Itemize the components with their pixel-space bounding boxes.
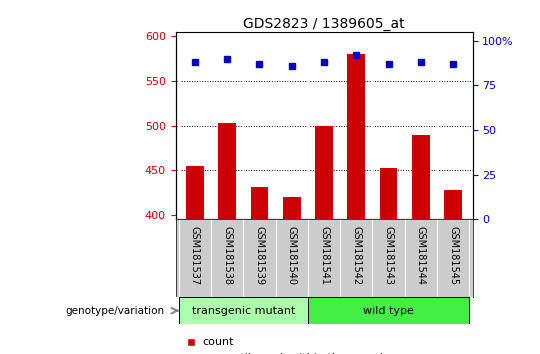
Text: GSM181540: GSM181540 xyxy=(287,226,296,285)
Text: GSM181537: GSM181537 xyxy=(190,226,200,285)
Text: GSM181543: GSM181543 xyxy=(383,226,394,285)
Bar xyxy=(308,297,469,324)
Bar xyxy=(412,135,430,219)
Legend: count, percentile rank within the sample: count, percentile rank within the sample xyxy=(181,333,395,354)
Text: GSM181539: GSM181539 xyxy=(254,226,265,285)
Bar xyxy=(179,297,308,324)
Bar xyxy=(186,166,204,219)
Bar xyxy=(444,190,462,219)
Text: GSM181542: GSM181542 xyxy=(352,226,361,285)
Text: wild type: wild type xyxy=(363,306,414,316)
Bar xyxy=(251,187,268,219)
Bar xyxy=(283,197,301,219)
Bar xyxy=(347,54,365,219)
Text: GSM181541: GSM181541 xyxy=(319,226,329,285)
Text: GSM181538: GSM181538 xyxy=(222,226,232,285)
Text: transgenic mutant: transgenic mutant xyxy=(192,306,295,316)
Bar xyxy=(315,126,333,219)
Text: genotype/variation: genotype/variation xyxy=(65,306,165,316)
Bar xyxy=(218,123,236,219)
Text: GSM181544: GSM181544 xyxy=(416,226,426,285)
Bar xyxy=(380,168,397,219)
Title: GDS2823 / 1389605_at: GDS2823 / 1389605_at xyxy=(243,17,405,31)
Text: GSM181545: GSM181545 xyxy=(448,226,458,285)
